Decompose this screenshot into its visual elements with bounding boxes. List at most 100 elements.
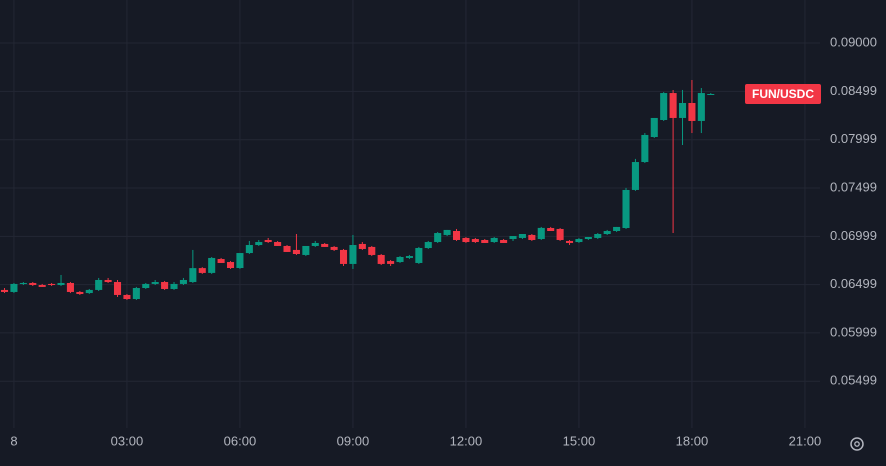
candle-body <box>29 282 37 286</box>
candle-body <box>217 259 225 263</box>
grid <box>0 0 820 428</box>
candle-body <box>509 236 517 240</box>
candle-body <box>387 261 395 264</box>
y-tick-label: 0.08499 <box>830 83 877 98</box>
candle-body <box>321 243 329 247</box>
candle-body <box>132 288 140 300</box>
candle-body <box>151 282 159 284</box>
candle-body <box>283 245 291 252</box>
candle-body <box>613 226 621 232</box>
candle-body <box>697 93 705 121</box>
y-tick-label: 0.06999 <box>830 228 877 243</box>
y-tick-label: 0.07499 <box>830 179 877 194</box>
candle-body <box>443 229 451 235</box>
candle-body <box>575 239 583 243</box>
candle-body <box>424 242 432 249</box>
candle-body <box>245 245 253 254</box>
candle-body <box>255 242 263 246</box>
symbol-label: FUN/USDC <box>752 87 814 101</box>
candle-body <box>471 239 479 243</box>
x-tick-label: 06:00 <box>224 433 257 448</box>
price-axis: 0.09000 0.08499 0.07999 0.07499 0.06999 0.064… <box>830 34 877 387</box>
candle-body <box>311 242 319 246</box>
settings-icon[interactable] <box>850 437 864 451</box>
x-tick-label: 03:00 <box>111 433 144 448</box>
candle-body <box>330 246 338 250</box>
candle-body <box>622 189 630 229</box>
candle-body <box>161 282 169 289</box>
candle-body <box>236 253 244 269</box>
candle-body <box>678 102 687 118</box>
candle-body <box>104 279 112 283</box>
symbol-label-box <box>745 84 821 105</box>
settings-button[interactable] <box>850 437 864 451</box>
candle-body <box>452 231 461 240</box>
y-tick-label: 0.05999 <box>830 324 877 339</box>
candle-body <box>95 279 103 290</box>
y-tick-label: 0.05499 <box>830 373 877 388</box>
candle-body <box>641 134 649 163</box>
candle-body <box>650 117 658 137</box>
candle-body <box>19 282 27 284</box>
candle-body <box>462 237 470 243</box>
candle-body <box>377 254 385 264</box>
candle-body <box>349 245 357 264</box>
candle-body <box>434 233 442 243</box>
candle-body <box>123 294 131 300</box>
candle-body <box>405 256 413 258</box>
y-tick-label: 0.06499 <box>830 276 877 291</box>
candle-body <box>707 94 715 96</box>
candle-body <box>481 239 489 243</box>
candle-body <box>688 102 696 121</box>
candle-body <box>292 249 300 254</box>
y-tick-label: 0.09000 <box>830 34 877 49</box>
candle-body <box>396 256 404 263</box>
x-tick-label: 8 <box>10 433 17 448</box>
candle-body <box>113 282 122 295</box>
candle-body <box>85 289 93 294</box>
candle-body <box>358 243 366 249</box>
settings-icon-core[interactable] <box>854 441 860 447</box>
candle-body <box>66 282 74 292</box>
candle-body <box>528 234 536 240</box>
x-tick-label: 21:00 <box>789 433 822 448</box>
candle-body <box>669 93 677 118</box>
candle-body <box>518 233 526 238</box>
candle-body <box>264 239 272 243</box>
candle-body <box>547 228 555 232</box>
candle-body <box>537 227 545 240</box>
candle-body <box>170 283 178 289</box>
y-tick-label: 0.07999 <box>830 131 877 146</box>
candle-body <box>10 283 18 292</box>
candle-body <box>179 279 187 284</box>
candle-body <box>368 246 376 255</box>
candle-body <box>142 283 150 289</box>
candle-body <box>189 268 197 283</box>
candles <box>0 79 715 300</box>
candle-body <box>274 242 282 246</box>
candle-body <box>415 248 423 263</box>
candle-body <box>0 289 9 292</box>
x-tick-label: 09:00 <box>337 433 370 448</box>
candle-body <box>57 282 65 286</box>
candle-body <box>198 268 206 273</box>
x-tick-label: 15:00 <box>563 433 596 448</box>
candle-body <box>556 228 564 240</box>
candle-body <box>302 245 310 255</box>
candle-body <box>500 239 508 243</box>
candle-body <box>490 237 498 243</box>
x-tick-label: 12:00 <box>450 433 483 448</box>
candle-body <box>38 285 46 287</box>
x-tick-label: 18:00 <box>676 433 709 448</box>
candle-body <box>48 283 56 286</box>
candle-body <box>565 240 574 243</box>
candle-body <box>584 236 592 240</box>
candle-body <box>339 249 348 264</box>
price-label: FUN/USDC <box>745 84 821 105</box>
candle-body <box>594 233 602 238</box>
candle-body <box>76 291 84 294</box>
candle-body <box>660 93 668 120</box>
candle-body <box>631 162 639 190</box>
